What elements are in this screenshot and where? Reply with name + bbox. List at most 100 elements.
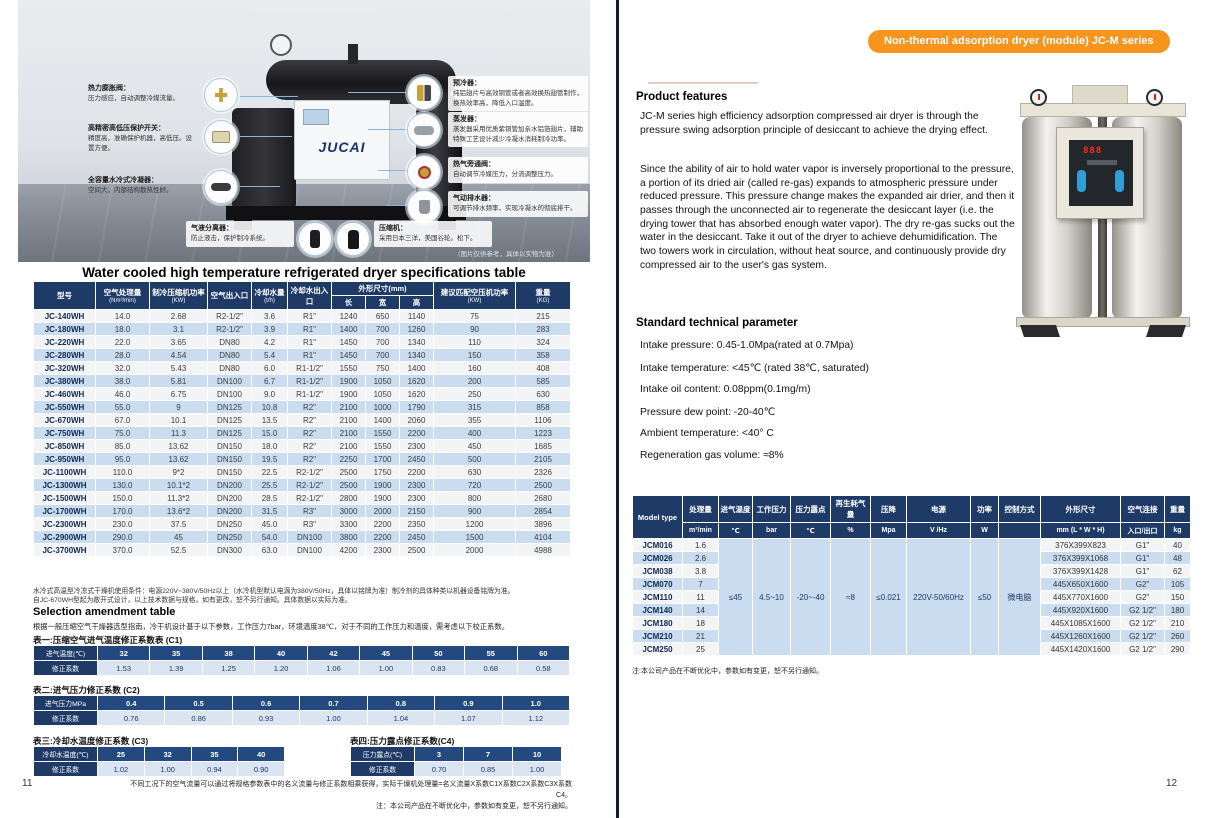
spec-row: JC-3700WH 370.0 52.5 DN300 63.0 DN100 4200 2300… [33, 543, 572, 557]
callout-desc: 采用日本三洋，美国谷轮。松下。 [379, 235, 477, 243]
param-intake-temperature: Intake temperature: <45℃ (rated 38℃, sat… [640, 363, 869, 374]
coef-value: 1.06 [306, 660, 361, 676]
spec-row: JC-1300WH 130.0 10.1*2 DN200 25.5 R2-1/2" 2500… [33, 478, 572, 492]
value-cell: 1106 [515, 413, 572, 427]
value-cell: 1620 [398, 374, 435, 388]
value-cell: 160 [433, 361, 517, 375]
value-cell: 38.0 [95, 374, 150, 388]
value-cell: 370.0 [95, 543, 150, 557]
param-value: 0.7 [299, 695, 368, 711]
header-label: 重量 [535, 288, 551, 297]
col-weight: 重量 (KG) [515, 281, 572, 310]
value-cell: 1750 [365, 465, 400, 479]
value-cell: R3" [287, 517, 332, 531]
value-cell: 10.1 [149, 413, 208, 427]
bottom-note-1: 不同工况下的空气流量可以通过将规格参数表中的名义流量与修正系数相乘获得，实际干燥… [130, 781, 572, 800]
value-cell: 110.0 [95, 465, 150, 479]
value-cell: 500 [433, 452, 517, 466]
machine-foot [1146, 325, 1186, 337]
merged-cell: 4.5~10 [752, 538, 791, 656]
value-cell: 2500 [331, 478, 366, 492]
value-cell: 2300 [398, 491, 435, 505]
value-cell: 3.9 [251, 322, 288, 336]
photo-disclaimer: （图片仅供参考，具体以实物为准） [454, 251, 558, 258]
page-divider [616, 0, 619, 818]
value-cell: 2450 [398, 452, 435, 466]
coef-value: 1.20 [254, 660, 308, 676]
model-cell: JC-320WH [33, 361, 96, 375]
model-cell: JC-3700WH [33, 543, 96, 557]
value-cell: 445X770X1600 [1040, 590, 1121, 604]
leader-line [386, 205, 414, 206]
unit-header: ℃ [790, 522, 831, 539]
spec-row: JC-460WH 46.0 6.75 DN100 9.0 R1-1/2" 1900 1050 1… [33, 387, 572, 401]
model-cell: JC-2300WH [33, 517, 96, 531]
coef-value: 0.76 [96, 710, 166, 726]
merged-cell: 微电脑 [998, 538, 1041, 656]
coef-value: 1.39 [149, 660, 203, 676]
value-cell: 1200 [433, 517, 517, 531]
value-cell: 13.5 [251, 413, 288, 427]
value-cell: 1400 [398, 361, 435, 375]
value-cell: 4200 [331, 543, 366, 557]
value-cell: DN200 [207, 491, 252, 505]
value-cell: DN300 [207, 543, 252, 557]
param-regen-volume: Regeneration gas volume: ≈8% [640, 450, 784, 461]
col-water-port: 冷却水出入口 [287, 281, 332, 310]
param-row: 冷却水温度(℃) 25 32 35 40 [33, 746, 285, 762]
value-cell: 1.6 [682, 538, 719, 552]
evaporator-icon [414, 125, 434, 135]
value-cell: R1" [287, 348, 332, 362]
value-cell: 180 [1164, 603, 1191, 617]
value-cell: 2326 [515, 465, 572, 479]
value-cell: R2" [287, 400, 332, 414]
value-cell: R2-1/2" [207, 309, 252, 323]
value-cell: DN250 [207, 517, 252, 531]
value-cell: DN80 [207, 348, 252, 362]
coef-value: 1.53 [96, 660, 151, 676]
callout-evaporator: 蒸发器： 蒸发器采用优质紫铜管加亲水铝箔翅片，辅助特殊工艺设计减少冷凝水消耗制冷… [448, 112, 588, 147]
spec-table-title: Water cooled high temperature refrigerat… [82, 265, 526, 280]
value-cell: DN125 [207, 400, 252, 414]
coef-row: 修正系数 0.76 0.86 0.93 1.00 1.04 1.07 1.12 [33, 710, 571, 726]
c4-table: 压力露点(℃) 3 7 10 修正系数 0.70 0.85 1.00 [350, 746, 562, 777]
header-label: 冷却水量 [254, 288, 285, 297]
value-cell: 1050 [365, 387, 400, 401]
value-cell: 2450 [398, 530, 435, 544]
callout-title: 全容量水冷式冷凝器： [88, 177, 158, 184]
coef-row: 修正系数 0.70 0.85 1.00 [350, 761, 562, 777]
value-cell: 445X650X1600 [1040, 577, 1121, 591]
value-cell: 1000 [365, 400, 400, 414]
value-cell: 13.6*2 [149, 504, 208, 518]
value-cell: 150.0 [95, 491, 150, 505]
param-value: 32 [96, 645, 151, 661]
value-cell: 170.0 [95, 504, 150, 518]
param-row: 压力露点(℃) 3 7 10 [350, 746, 562, 762]
value-cell: 9 [149, 400, 208, 414]
c3-table: 冷却水温度(℃) 25 32 35 40 修正系数 1.02 1.00 0.94 0.90 [33, 746, 285, 777]
model-cell: JC-1500WH [33, 491, 96, 505]
value-cell: 18.0 [95, 322, 150, 336]
coef-value: 1.00 [299, 710, 368, 726]
value-cell: 1550 [365, 439, 400, 453]
coef-value: 0.70 [414, 761, 464, 777]
col-capacity: 空气处理量 (Nm³/min) [95, 281, 150, 310]
compressor-icon [347, 229, 359, 249]
value-cell: 1400 [365, 413, 400, 427]
model-cell: JCM180 [632, 616, 683, 630]
param-label: 压力露点(℃) [350, 746, 415, 762]
value-cell: 19.5 [251, 452, 288, 466]
coef-value: 0.58 [516, 660, 570, 676]
value-cell: 210 [1164, 616, 1191, 630]
col-air-port: 空气出入口 [207, 281, 252, 310]
value-cell: 62 [1164, 564, 1191, 578]
amendment-bottom-notes: 不同工况下的空气流量可以通过将规格参数表中的名义流量与修正系数相乘获得，实际干燥… [120, 779, 572, 813]
value-cell: 3.6 [251, 309, 288, 323]
value-cell: R1" [287, 335, 332, 349]
pressure-gauge-icon [1030, 89, 1047, 106]
value-cell: DN125 [207, 426, 252, 440]
pressure-gauge-icon [1146, 89, 1163, 106]
value-cell: 2300 [398, 478, 435, 492]
callout-title: 高精密高低压保护开关： [88, 125, 165, 132]
